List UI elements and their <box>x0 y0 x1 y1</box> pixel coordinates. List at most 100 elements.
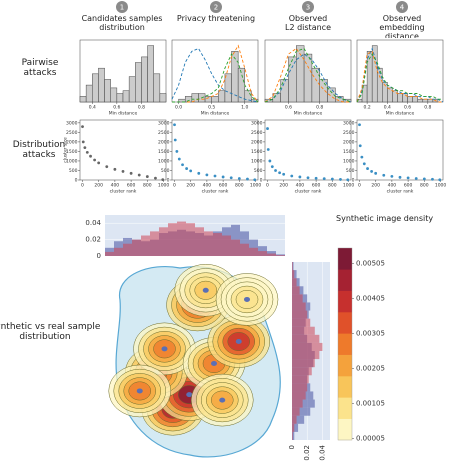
y-tick-label: 2000 <box>66 139 78 145</box>
row-label: Pairwise attacks <box>21 58 59 79</box>
x-tick-label: 0 <box>81 183 84 189</box>
row-label-box: Pairwise attacks <box>21 58 59 79</box>
column-title-box: Candidates samples distribution <box>82 14 163 32</box>
point <box>346 178 350 182</box>
marginal-bar <box>292 383 308 392</box>
colorbar-title-box: Synthetic image density <box>336 214 433 223</box>
row-label: Distribution attacks <box>12 140 66 161</box>
point <box>145 175 149 178</box>
marginal-bar <box>292 423 295 432</box>
hist-bar <box>92 73 99 103</box>
x-tick-label: 0 <box>266 183 269 189</box>
x-tick-label: 1000 <box>158 183 170 189</box>
y-tick-label: 2000 <box>158 139 170 145</box>
marginal-bar <box>292 407 311 416</box>
y-tick-label: 2500 <box>66 130 78 136</box>
y-tick-label: 3000 <box>66 120 78 126</box>
point <box>83 146 87 150</box>
point <box>175 150 179 153</box>
colorbar-tick-label: 0.00205 <box>356 364 385 372</box>
point <box>362 162 366 166</box>
marginal-bar <box>292 286 300 295</box>
point <box>282 172 286 176</box>
marginal-bar <box>132 239 141 256</box>
x-tick-label: 0.0 <box>175 105 182 111</box>
x-tick-label: 600 <box>219 183 228 189</box>
step-number: 3 <box>306 4 310 12</box>
step-badge <box>302 1 314 13</box>
marginal-bar <box>186 223 195 256</box>
x-tick-label: 400 <box>296 183 305 189</box>
colorbar-step <box>338 397 352 419</box>
x-tick-label: 1000 <box>343 183 355 189</box>
column-title-box: Observed embedding distance <box>379 14 425 38</box>
density-line <box>171 47 259 103</box>
hist-bar <box>407 96 413 103</box>
hist-bar <box>85 84 93 103</box>
marginal-bar <box>292 415 297 424</box>
x-tick-label: 0 <box>288 445 296 449</box>
hist-bar <box>141 56 148 103</box>
point <box>268 159 272 163</box>
colorbar-tick-label: 0.00505 <box>356 260 385 268</box>
point <box>93 158 97 162</box>
x-tick-label: 600 <box>312 183 321 189</box>
x-axis-label: Min distance <box>109 111 138 117</box>
point <box>398 175 402 179</box>
x-tick-label: 0.8 <box>316 105 323 111</box>
marginal-bar <box>177 221 186 256</box>
marginal-bar <box>292 318 311 327</box>
point <box>370 170 374 173</box>
density-peak <box>133 322 196 376</box>
marginal-bar <box>222 235 231 256</box>
x-tick-label: 1.0 <box>241 105 248 111</box>
marginal-bar <box>292 326 315 335</box>
marginal-bar <box>292 431 293 440</box>
hist-bar <box>397 93 403 103</box>
hist-bar <box>153 73 161 103</box>
hist-bar <box>184 96 193 103</box>
point <box>121 170 125 173</box>
colorbar-tick-label: 0.00405 <box>356 295 385 303</box>
x-axis-label: Min distance <box>386 111 415 117</box>
point <box>414 177 418 180</box>
x-tick-label: 0.5 <box>208 105 215 111</box>
y-tick-label: 1500 <box>158 149 170 155</box>
y-tick-label: 1500 <box>251 149 263 155</box>
colorbar-tick-label: 0.00305 <box>356 330 385 338</box>
hist-bar <box>79 96 87 103</box>
colorbar-frame <box>337 247 353 441</box>
hist-bar <box>122 90 130 103</box>
y-tick-label: 2500 <box>158 130 170 136</box>
marginal-bar <box>292 423 299 432</box>
plot-frame <box>79 119 167 181</box>
marginal-bar <box>141 235 150 256</box>
point <box>278 171 282 175</box>
y-tick-label: 3000 <box>251 120 263 126</box>
marginal-bar <box>150 231 159 256</box>
marginal-bar <box>231 239 240 256</box>
point <box>246 177 249 181</box>
colorbar-step <box>338 269 352 291</box>
y-tick-label: 0.02 <box>85 236 101 244</box>
point <box>105 165 109 169</box>
step-number: 2 <box>214 4 218 12</box>
hist-bar <box>224 73 232 103</box>
x-tick-label: 0.02 <box>303 445 311 461</box>
x-tick-label: 0.2 <box>364 105 371 111</box>
x-tick-label: 400 <box>203 183 212 189</box>
marginal-bar <box>292 431 295 440</box>
y-tick-label: 3000 <box>343 120 355 126</box>
column-title: Observed embedding distance <box>379 14 425 38</box>
point <box>85 150 89 154</box>
x-tick-label: 0.4 <box>384 105 391 111</box>
y-tick-label: 1000 <box>343 158 355 164</box>
point <box>113 167 117 171</box>
hist-bar <box>417 98 424 103</box>
point <box>253 178 257 182</box>
point <box>129 171 133 175</box>
plot-frame <box>171 119 259 181</box>
marginal-bar <box>292 278 297 287</box>
hist-bar <box>327 87 336 103</box>
point <box>360 155 364 159</box>
